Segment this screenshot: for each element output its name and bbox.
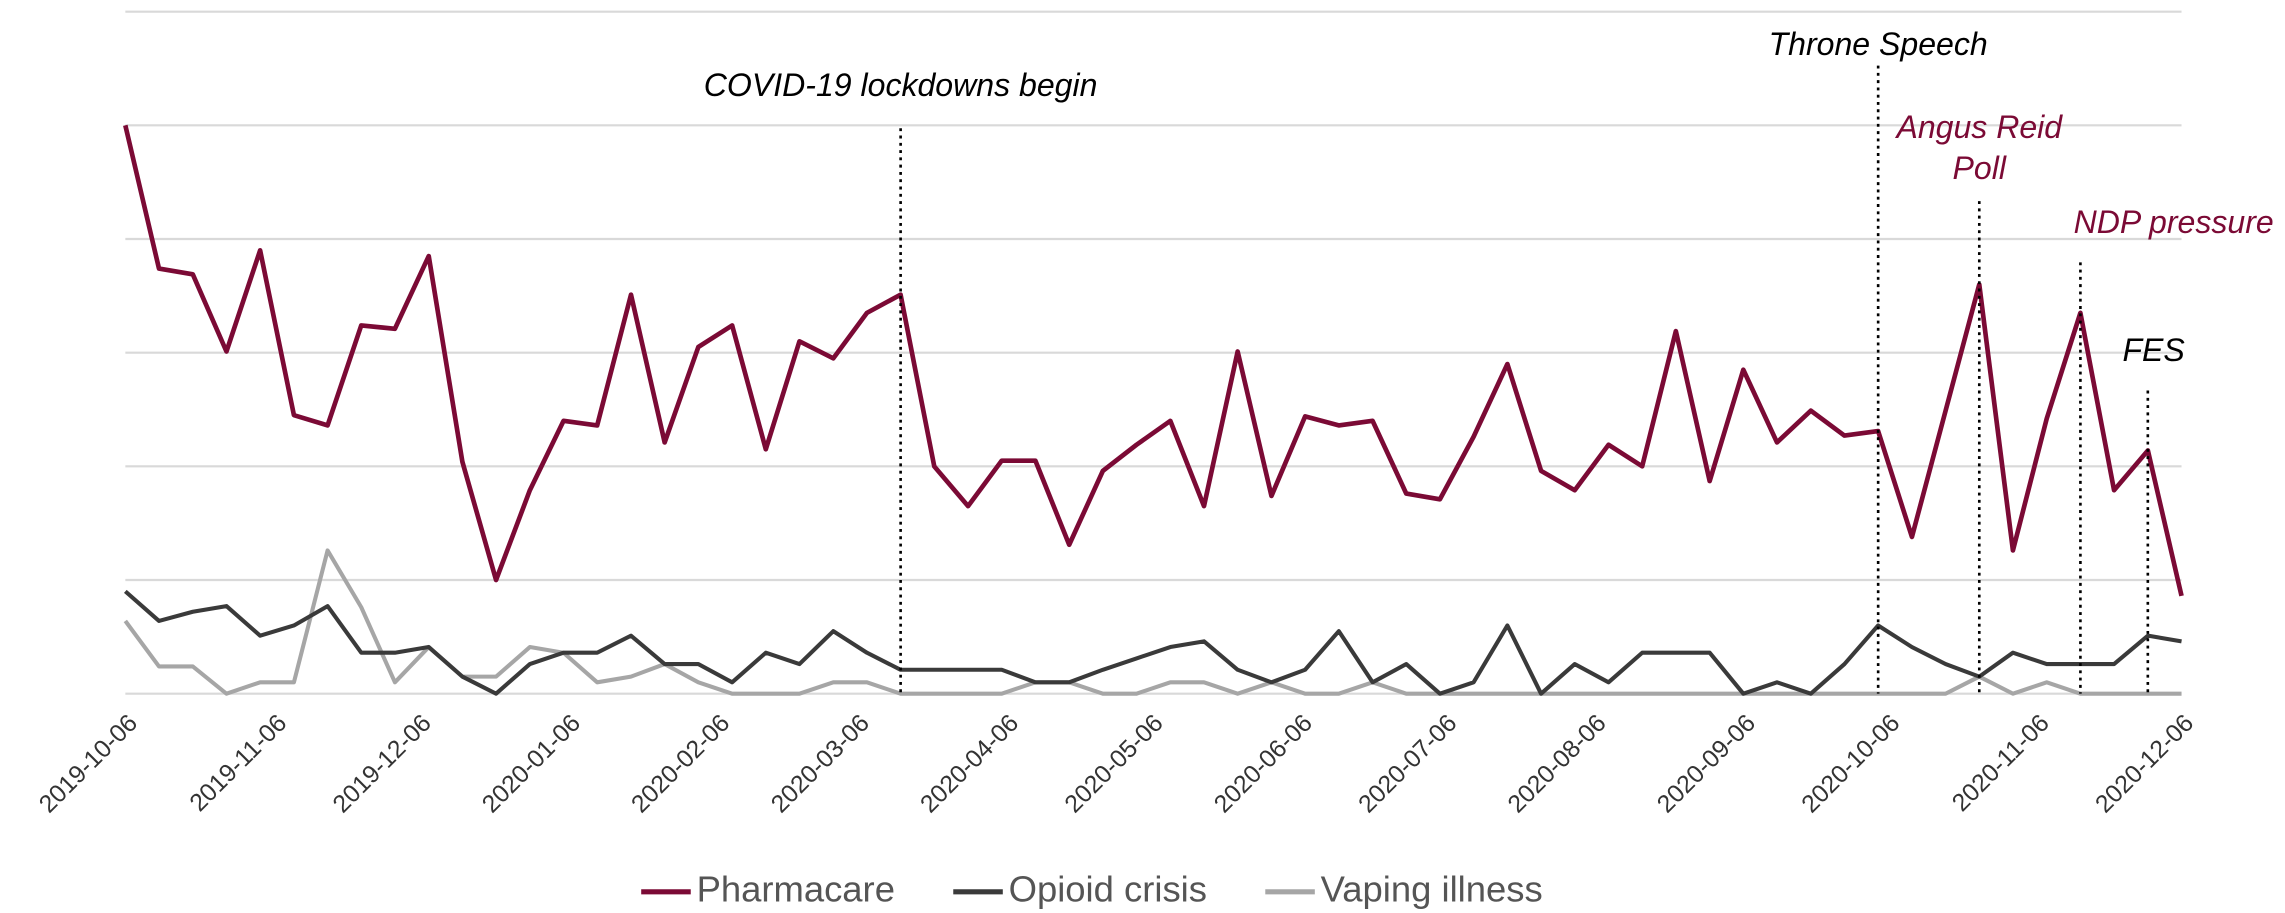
x-tick-label: 2020-08-06 — [1503, 710, 1612, 819]
x-tick-label: 2020-02-06 — [627, 710, 736, 819]
series-line — [123, 589, 2182, 696]
annotation-label: Throne Speech — [1769, 26, 1988, 62]
legend: Pharmacare Opioid crisis Vaping illness — [641, 868, 1543, 909]
annotation-label: Poll — [1953, 150, 2007, 186]
annotation-label: COVID-19 lockdowns begin — [704, 67, 1098, 103]
x-tick-label: 2019-10-06 — [34, 710, 143, 819]
series-line — [123, 548, 2182, 696]
x-tick-label: 2020-04-06 — [915, 710, 1024, 819]
x-tick-label: 2019-12-06 — [328, 710, 437, 819]
legend-label: Vaping illness — [1321, 868, 1543, 909]
x-tick-label: 2020-05-06 — [1060, 710, 1169, 819]
x-tick-label: 2020-01-06 — [477, 710, 586, 819]
x-tick-label: 2020-12-06 — [2090, 710, 2199, 819]
series-line — [123, 124, 2184, 597]
x-tick-label: 2019-11-06 — [185, 710, 292, 817]
x-tick-label: 2020-10-06 — [1797, 710, 1906, 819]
x-tick-label: 2020-09-06 — [1652, 710, 1761, 819]
annotation-label: FES — [2122, 332, 2185, 368]
annotation-label: Angus Reid — [1894, 109, 2063, 145]
x-tick-label: 2020-07-06 — [1354, 710, 1463, 819]
annotation-label: NDP pressure — [2074, 204, 2274, 240]
x-tick-label: 2020-06-06 — [1209, 710, 1318, 819]
legend-label: Pharmacare — [697, 868, 895, 909]
x-tick-label: 2020-11-06 — [1947, 710, 2054, 817]
x-tick-label: 2020-03-06 — [766, 710, 875, 819]
legend-label: Opioid crisis — [1009, 868, 1207, 909]
